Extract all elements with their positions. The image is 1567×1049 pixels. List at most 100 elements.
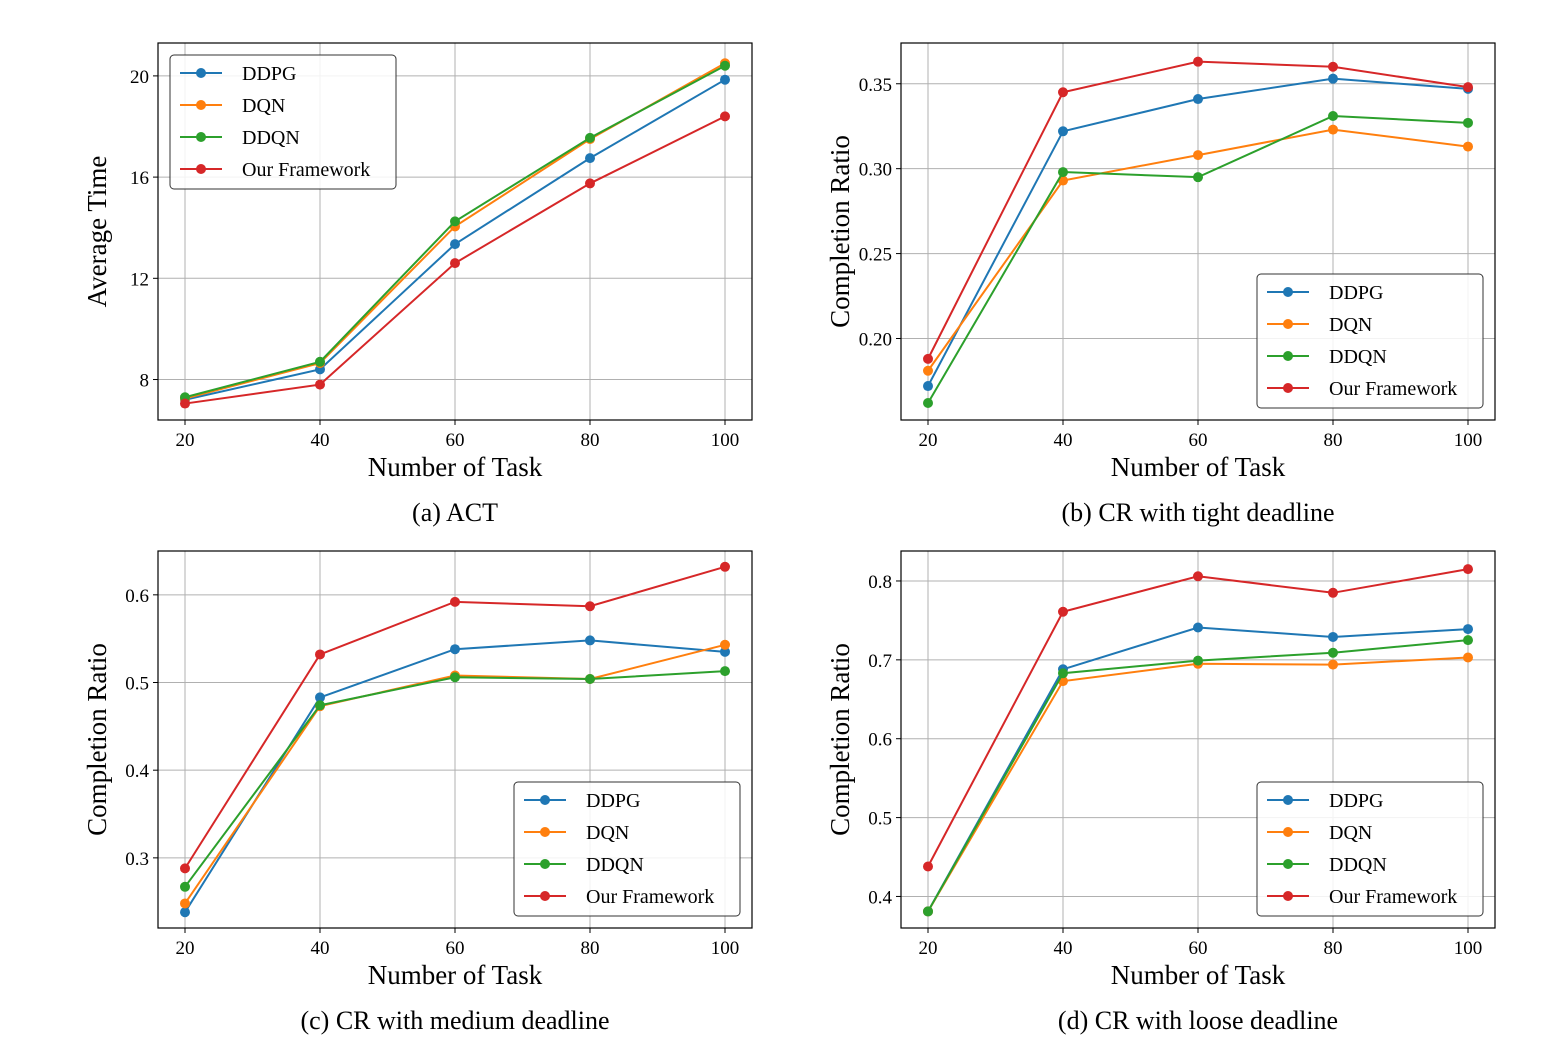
x-tick-label: 80 [1324,430,1343,451]
x-tick-label: 100 [1454,938,1483,959]
data-point [1058,126,1068,137]
data-point [1328,73,1338,84]
data-point [450,216,460,227]
x-tick-label: 60 [1189,430,1208,451]
legend-marker [1283,287,1293,297]
legend-label: DDPG [242,63,296,85]
chart-panel-4: 20 40 60 80 100 0.4 0.5 0.6 0.7 0.8 Number of Task… [825,550,1496,1035]
data-point [923,398,933,409]
legend-box [1256,781,1484,917]
data-point [1463,624,1473,635]
y-tick-label: 8 [140,371,150,392]
x-axis-title: Number of Task [368,452,543,482]
data-point [585,674,595,685]
data-point [450,644,460,655]
legend-marker [540,827,550,837]
y-axis-title: Completion Ratio [825,135,855,328]
data-point [1463,652,1473,663]
data-point [720,111,730,122]
legend-box [1256,273,1484,409]
data-point [720,666,730,677]
legend-label: DDPG [1329,282,1383,304]
data-point [1193,571,1203,582]
data-point [450,258,460,269]
y-tick-label: 0.8 [868,572,892,593]
legend-label: Our Framework [242,159,370,181]
y-axis-title: Completion Ratio [825,643,855,836]
legend-marker [196,100,206,110]
plot-frame [157,42,753,421]
data-point [720,561,730,572]
data-point [1193,172,1203,183]
data-point [1193,94,1203,105]
legend-marker [540,795,550,805]
data-point [180,898,190,909]
y-tick-label: 0.30 [859,160,892,181]
data-point [1328,631,1338,642]
data-point [1328,587,1338,598]
data-point [1058,606,1068,617]
x-axis-title: Number of Task [1111,452,1286,482]
legend-marker [196,164,206,174]
plot-frame [900,42,1496,421]
data-point [315,379,325,390]
x-tick-label: 80 [581,430,600,451]
data-point [1328,659,1338,670]
y-tick-label: 0.4 [868,887,892,908]
data-point [923,861,933,872]
x-tick-label: 20 [919,938,938,959]
plot-frame [900,550,1496,929]
data-point [720,646,730,657]
legend: DDPG DQN DDQN Our Framework [1256,781,1484,917]
legend-label: DDQN [1329,346,1387,368]
x-axis-title: Number of Task [1111,960,1286,990]
data-point [585,132,595,143]
panel-caption: (d) CR with loose deadline [1058,1006,1338,1035]
data-point [923,906,933,917]
y-axis-title: Average Time [82,156,112,308]
data-point [1328,61,1338,72]
legend-marker [1283,891,1293,901]
legend-marker [540,859,550,869]
data-point [720,74,730,85]
x-tick-label: 20 [176,430,195,451]
data-point [450,672,460,683]
data-point [923,365,933,376]
legend-label: DDQN [586,854,644,876]
x-tick-label: 60 [446,938,465,959]
legend: DDPG DQN DDQN Our Framework [169,54,397,190]
legend-marker [1283,351,1293,361]
data-point [1193,622,1203,633]
legend-marker [540,891,550,901]
legend-label: Our Framework [586,886,714,908]
data-point [585,153,595,164]
legend-box [513,781,741,917]
y-tick-label: 0.5 [868,809,892,830]
legend-label: Our Framework [1329,886,1457,908]
x-tick-label: 40 [311,938,330,959]
x-tick-label: 100 [711,430,740,451]
x-tick-label: 40 [1054,938,1073,959]
y-tick-label: 0.5 [125,674,149,695]
data-point [180,907,190,918]
legend-label: DQN [586,822,629,844]
y-tick-label: 0.35 [859,75,892,96]
x-tick-label: 80 [1324,938,1343,959]
chart-panel-1: 20 40 60 80 100 8 12 16 20 Number of Task Average … [82,42,753,527]
plot-frame [157,550,753,929]
y-tick-label: 20 [130,67,149,88]
data-point [315,692,325,703]
legend-label: DQN [242,95,285,117]
data-point [585,178,595,189]
data-point [180,863,190,874]
legend-marker [196,68,206,78]
data-point [585,635,595,646]
data-point [720,639,730,650]
data-point [1193,150,1203,161]
panel-caption: (a) ACT [412,498,498,527]
data-point [1328,647,1338,658]
data-point [1463,117,1473,128]
y-tick-label: 0.20 [859,329,892,350]
data-point [1058,668,1068,679]
